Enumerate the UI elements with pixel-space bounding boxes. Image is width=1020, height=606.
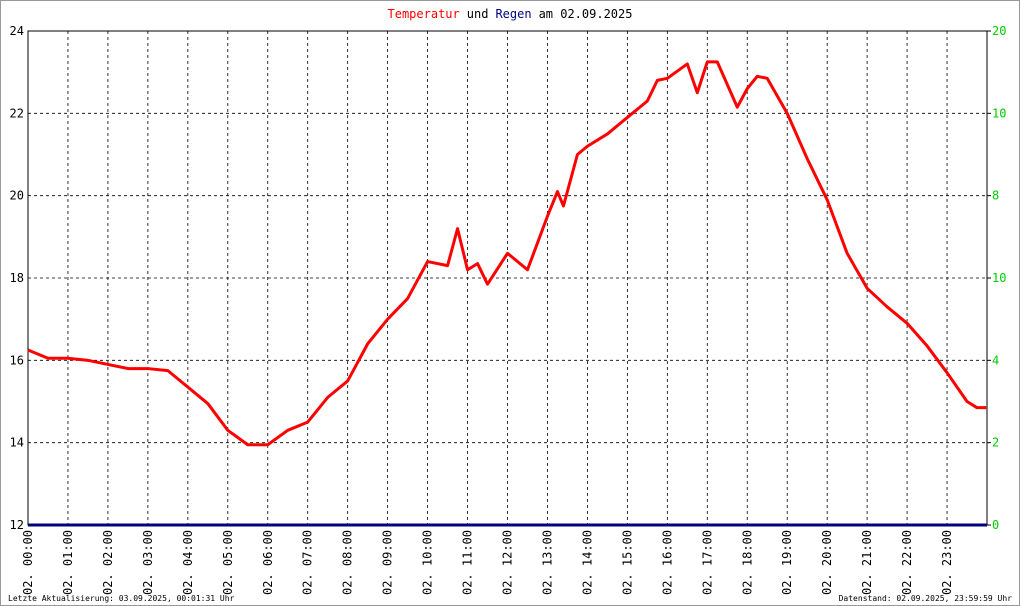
x-tick-label: 02. 16:00 xyxy=(660,530,674,595)
x-tick-label: 02. 15:00 xyxy=(620,530,634,595)
x-tick-label: 02. 18:00 xyxy=(740,530,754,595)
y-tick-label: 18 xyxy=(10,271,24,285)
title-part: Temperatur xyxy=(388,7,460,21)
y2-tick-label: 4 xyxy=(992,353,999,367)
y2-tick-label: 8 xyxy=(992,189,999,203)
y2-tick-label: 0 xyxy=(992,518,999,532)
x-tick-label: 02. 00:00 xyxy=(21,530,35,595)
x-tick-label: 02. 23:00 xyxy=(940,530,954,595)
x-tick-label: 02. 07:00 xyxy=(301,530,315,595)
y2-tick-label: 20 xyxy=(992,24,1006,38)
x-tick-label: 02. 19:00 xyxy=(780,530,794,595)
x-tick-label: 02. 17:00 xyxy=(700,530,714,595)
series-line xyxy=(27,60,987,447)
title-part: und xyxy=(467,7,489,21)
x-tick-label: 02. 21:00 xyxy=(860,530,874,595)
y2-tick-label: 10 xyxy=(992,271,1006,285)
x-tick-label: 02. 10:00 xyxy=(421,530,435,595)
y-tick-label: 20 xyxy=(10,189,24,203)
x-tick-label: 02. 09:00 xyxy=(381,530,395,595)
y2-tick-label: 2 xyxy=(992,436,999,450)
y2-tick-label: 10 xyxy=(992,106,1006,120)
title-part: am 02.09.2025 xyxy=(539,7,633,21)
x-tick-label: 02. 06:00 xyxy=(261,530,275,595)
x-tick-label: 02. 20:00 xyxy=(820,530,834,595)
y-tick-label: 24 xyxy=(10,24,24,38)
chart-title: Temperatur und Regen am 02.09.2025 xyxy=(388,7,633,21)
x-tick-label: 02. 02:00 xyxy=(101,530,115,595)
x-tick-label: 02. 03:00 xyxy=(141,530,155,595)
x-tick-label: 02. 08:00 xyxy=(341,530,355,595)
footer-right: Datenstand: 02.09.2025, 23:59:59 Uhr xyxy=(839,594,1013,603)
x-tick-label: 02. 11:00 xyxy=(461,530,475,595)
x-tick-label: 02. 04:00 xyxy=(181,530,195,595)
y-tick-label: 12 xyxy=(10,518,24,532)
y-tick-label: 22 xyxy=(10,106,24,120)
x-tick-label: 02. 05:00 xyxy=(221,530,235,595)
y-tick-label: 16 xyxy=(10,353,24,367)
footer-left: Letzte Aktualisierung: 03.09.2025, 00:01… xyxy=(8,594,235,603)
x-tick-label: 02. 01:00 xyxy=(61,530,75,595)
x-tick-label: 02. 14:00 xyxy=(580,530,594,595)
y-tick-label: 14 xyxy=(10,436,24,450)
title-part: Regen xyxy=(495,7,531,21)
x-tick-label: 02. 22:00 xyxy=(900,530,914,595)
x-tick-label: 02. 12:00 xyxy=(501,530,515,595)
x-tick-label: 02. 13:00 xyxy=(540,530,554,595)
